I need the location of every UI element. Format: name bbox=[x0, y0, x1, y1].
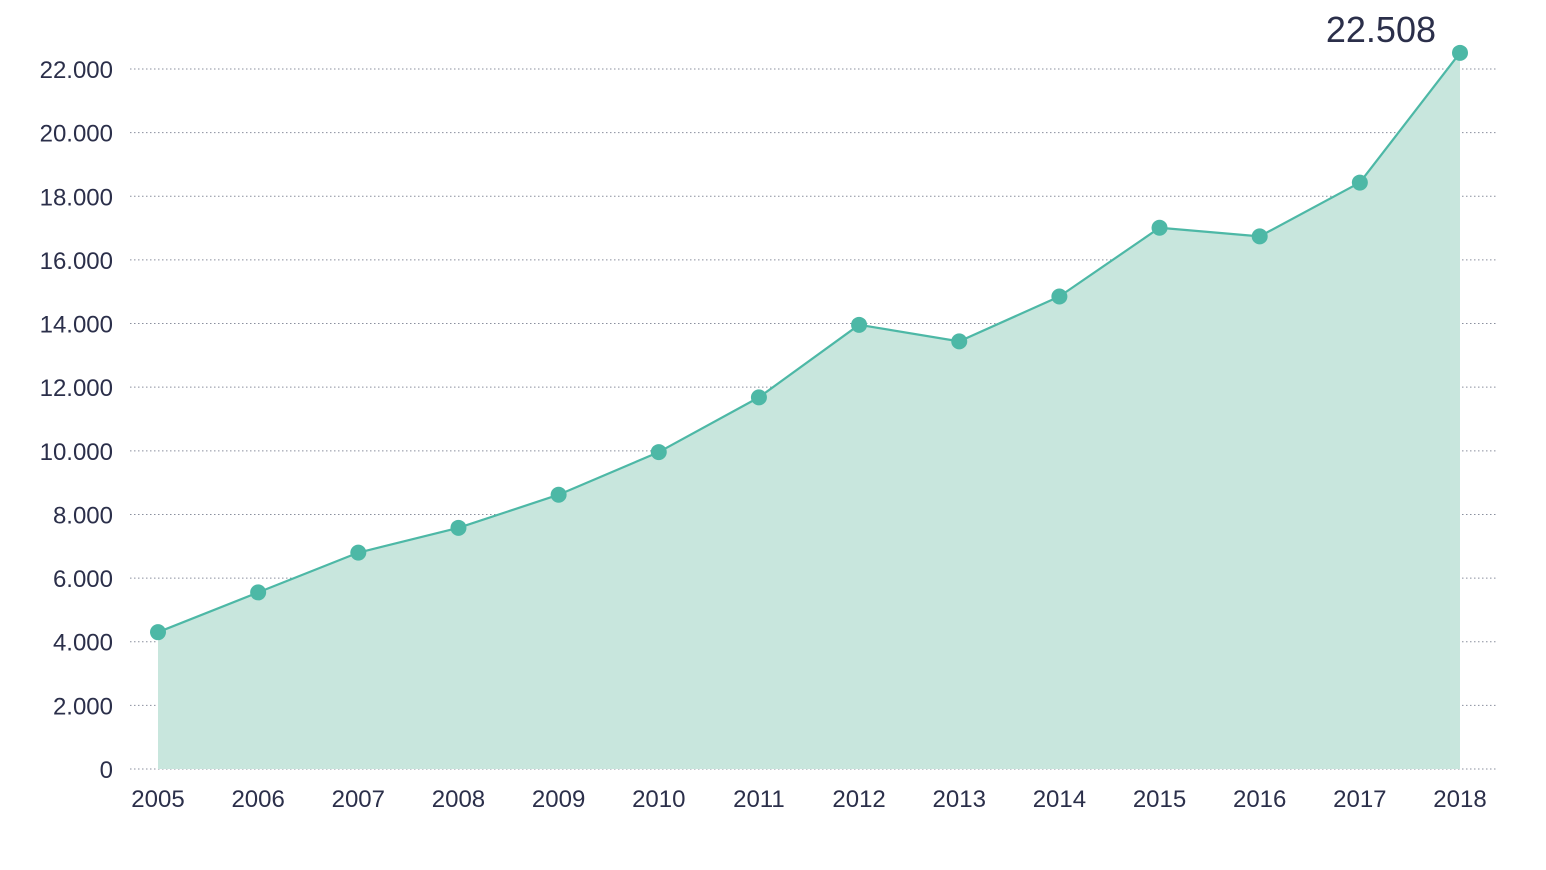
data-point-2006 bbox=[250, 584, 267, 601]
x-tick-label: 2018 bbox=[1433, 786, 1486, 813]
y-tick-label: 10.000 bbox=[40, 439, 113, 466]
y-tick-label: 2.000 bbox=[53, 693, 113, 720]
y-tick-label: 14.000 bbox=[40, 312, 113, 339]
series-line bbox=[157, 52, 1461, 634]
data-point-2017 bbox=[1351, 174, 1368, 191]
x-tick-label: 2014 bbox=[1033, 786, 1086, 813]
data-point-2011 bbox=[750, 389, 767, 406]
y-tick-label: 18.000 bbox=[40, 184, 113, 211]
y-tick-label: 12.000 bbox=[40, 375, 113, 402]
y-axis-tick-labels: 0 2.000 4.000 6.000 8.000 10.000 12.000 14.000 1… bbox=[40, 57, 113, 784]
x-tick-label: 2015 bbox=[1133, 786, 1186, 813]
x-tick-label: 2008 bbox=[432, 786, 485, 813]
x-tick-label: 2005 bbox=[131, 786, 184, 813]
x-tick-label: 2013 bbox=[933, 786, 986, 813]
annotations: 22.508 bbox=[1326, 9, 1436, 50]
x-tick-label: 2012 bbox=[832, 786, 885, 813]
x-tick-label: 2006 bbox=[231, 786, 284, 813]
data-point-2005 bbox=[150, 624, 166, 641]
x-tick-label: 2016 bbox=[1233, 786, 1286, 813]
data-point-2007 bbox=[350, 544, 367, 561]
y-tick-label: 4.000 bbox=[53, 630, 113, 657]
y-tick-label: 0 bbox=[100, 757, 113, 784]
y-tick-label: 16.000 bbox=[40, 248, 113, 275]
data-point-2013 bbox=[951, 333, 968, 350]
data-points bbox=[150, 44, 1468, 641]
data-point-2008 bbox=[450, 519, 467, 536]
y-tick-label: 6.000 bbox=[53, 566, 113, 593]
x-tick-label: 2017 bbox=[1333, 786, 1386, 813]
data-point-2016 bbox=[1251, 228, 1268, 245]
data-point-2015 bbox=[1151, 219, 1168, 236]
x-tick-label: 2009 bbox=[532, 786, 585, 813]
x-axis-tick-labels: 2005 2006 2007 2008 2009 2010 2011 2012 2013 2014… bbox=[131, 786, 1486, 813]
y-tick-label: 8.000 bbox=[53, 502, 113, 529]
data-point-2009 bbox=[550, 486, 567, 503]
y-tick-label: 20.000 bbox=[40, 121, 113, 148]
area-fill-layer bbox=[158, 52, 1460, 769]
x-tick-label: 2011 bbox=[733, 786, 785, 813]
x-tick-label: 2010 bbox=[632, 786, 685, 813]
data-point-2010 bbox=[650, 444, 667, 461]
data-point-2014 bbox=[1051, 288, 1068, 305]
data-point-2012 bbox=[851, 316, 868, 333]
y-tick-label: 22.000 bbox=[40, 57, 113, 84]
area-fill bbox=[158, 52, 1460, 769]
data-point-2018 bbox=[1452, 44, 1468, 61]
value-annotation: 22.508 bbox=[1326, 9, 1436, 50]
x-tick-label: 2007 bbox=[332, 786, 385, 813]
series-line-layer bbox=[157, 52, 1461, 634]
